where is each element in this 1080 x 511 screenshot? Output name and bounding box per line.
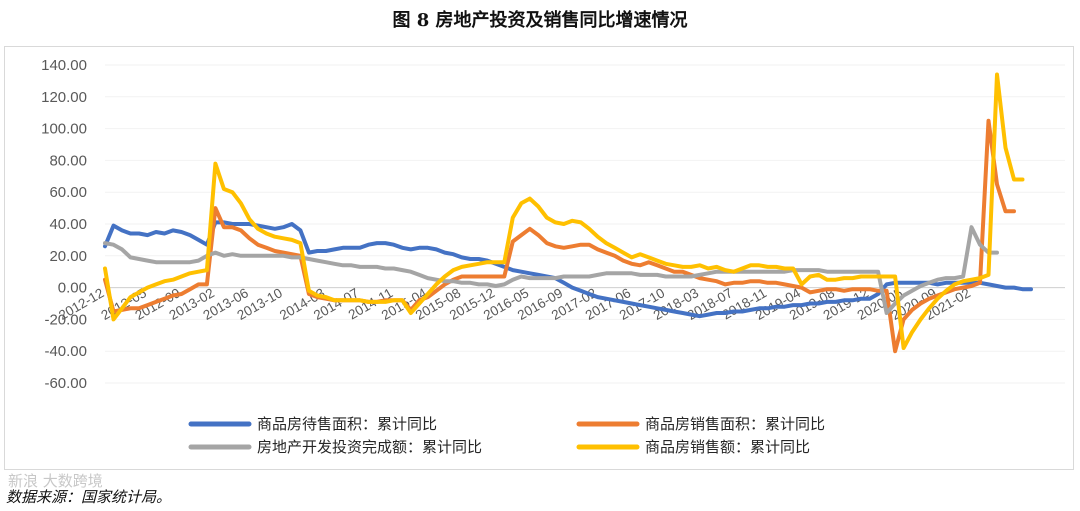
watermark: 新浪 大数跨境	[8, 472, 103, 490]
y-tick-label: 140.00	[41, 57, 87, 74]
y-tick-label: -60.00	[44, 375, 87, 392]
y-axis-ticks: 140.00 120.00 100.00 80.00 60.00 40.00 20.00 0.…	[41, 57, 87, 392]
y-tick-label: 100.00	[41, 121, 87, 138]
legend-label-1: 商品房销售面积：累计同比	[645, 415, 825, 433]
y-tick-label: 40.00	[49, 216, 87, 233]
y-tick-label: -20.00	[44, 311, 87, 328]
source-note: 数据来源：国家统计局。	[6, 488, 172, 506]
series-lines	[103, 72, 1033, 354]
legend-label-2: 房地产开发投资完成额：累计同比	[257, 438, 482, 456]
figure-title: 图 8 房地产投资及销售同比增速情况	[392, 10, 688, 31]
series-line-3	[103, 72, 1025, 350]
chart-area: 140.00 120.00 100.00 80.00 60.00 40.00 20.00 0.…	[4, 46, 1074, 470]
series-line-1	[103, 118, 1016, 354]
series-line-2	[103, 225, 999, 315]
line-chart: 140.00 120.00 100.00 80.00 60.00 40.00 20.00 0.…	[41, 57, 1065, 456]
y-tick-label: 80.00	[49, 152, 87, 169]
y-tick-label: 0.00	[58, 280, 87, 297]
legend-label-0: 商品房待售面积：累计同比	[257, 415, 437, 433]
legend-label-3: 商品房销售额：累计同比	[645, 438, 810, 456]
y-tick-label: 60.00	[49, 184, 87, 201]
series-line-0	[103, 220, 1033, 319]
y-tick-label: -40.00	[44, 343, 87, 360]
y-tick-label: 20.00	[49, 248, 87, 265]
y-tick-label: 120.00	[41, 89, 87, 106]
